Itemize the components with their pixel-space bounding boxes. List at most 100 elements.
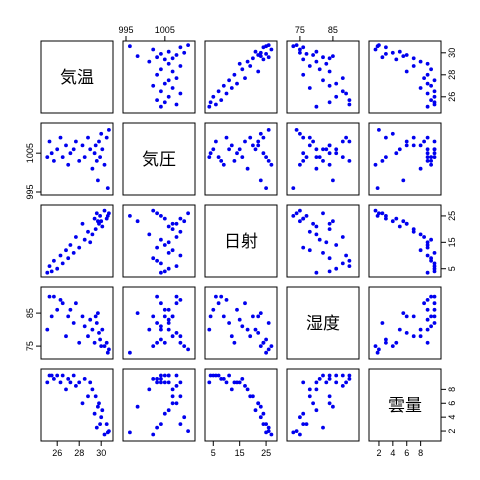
data-point [208,151,213,156]
data-point [90,166,95,171]
data-point [304,214,309,218]
panel-frame [122,368,196,442]
data-point [317,67,322,72]
data-point [178,45,183,50]
data-point [314,408,319,413]
data-point [321,425,325,430]
data-point [159,380,163,385]
data-point [411,143,416,148]
panel-4-4: 雲量 [368,368,442,442]
data-point [253,147,258,152]
data-point [432,314,437,319]
data-point [422,301,426,306]
data-point [159,52,163,56]
data-point [294,127,299,132]
data-point [159,67,163,72]
data-point [221,314,226,319]
data-point [327,151,332,156]
data-point [77,340,82,345]
data-point [166,380,171,385]
panel-frame [122,122,196,196]
data-point [74,301,78,306]
data-point [340,235,345,239]
data-point [404,143,409,148]
data-point [211,373,216,378]
data-point [159,373,163,378]
data-point [221,83,226,88]
data-point [86,229,90,234]
data-point [135,311,140,315]
data-point [147,387,152,392]
data-point [425,340,430,345]
data-point [394,57,399,62]
data-point [66,256,71,261]
panel-frame [122,204,196,278]
data-point [291,44,296,49]
data-point [429,294,433,299]
data-point [258,404,263,409]
data-point [47,373,52,378]
data-point [321,78,325,83]
data-point [219,98,224,102]
data-point [377,127,381,132]
data-point [216,373,221,378]
data-point [92,340,97,345]
data-point [227,321,232,325]
data-point [425,72,430,77]
data-point [425,327,430,332]
data-point [307,135,312,140]
data-point [384,52,388,56]
bottom-tick-label: 30 [96,448,106,458]
right-tick-label: 4 [447,415,457,420]
data-point [243,76,247,80]
data-point [52,377,56,381]
data-point [155,380,160,385]
data-point [170,221,175,226]
data-point [321,159,325,163]
data-point [245,387,250,392]
data-point [394,216,399,221]
data-point [166,78,171,83]
data-point [384,135,388,140]
data-point [324,380,329,385]
data-point [314,155,319,160]
data-point [294,211,299,216]
bottom-tick-label: 8 [418,448,423,458]
data-point [170,56,175,61]
data-point [253,327,258,332]
panel-3-0 [40,286,114,360]
data-point [298,208,302,213]
right-tick-label: 5 [447,266,457,271]
data-point [422,139,426,144]
data-point [243,139,247,144]
data-point [264,52,268,56]
panel-frame [368,122,442,196]
left-tick-label: 995 [25,184,35,199]
data-point [174,221,179,226]
panel-1-2 [204,122,278,196]
data-point [331,178,335,183]
data-point [298,219,302,224]
data-point [94,321,99,325]
data-point [314,232,319,237]
data-point [384,45,388,50]
data-point [384,340,388,345]
panel-frame [368,40,442,114]
data-point [266,347,271,352]
data-point [298,432,302,437]
data-point [327,221,332,226]
data-point [52,159,56,163]
data-point [104,135,109,140]
data-point [68,151,73,156]
data-point [235,380,239,385]
data-point [314,59,319,64]
data-point [221,377,226,381]
data-point [390,344,395,348]
data-point [235,151,239,156]
data-point [301,159,306,163]
data-point [155,425,160,430]
data-point [99,415,104,420]
data-point [258,50,263,55]
data-point [264,422,268,426]
data-point [92,151,97,156]
